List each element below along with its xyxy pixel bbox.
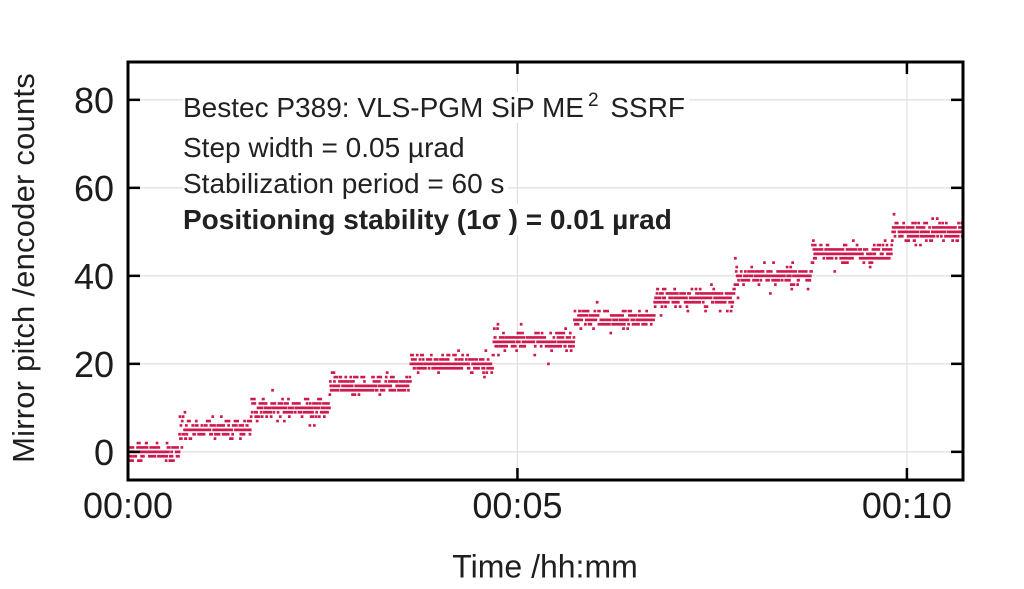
annotation-line-1-superscript: 2 [587,90,603,111]
y-tick-label-0: 0 [94,432,114,473]
annotation-line-3: Stabilization period = 60 s [183,166,689,202]
axis-ticks [126,62,963,480]
annotation-line-2: Step width = 0.05 µrad [183,130,689,166]
annotation-line-4: Positioning stability (1σ ) = 0.01 µrad [183,202,689,238]
y-tick-label-40: 40 [74,256,114,297]
y-tick-label-80: 80 [74,80,114,121]
x-axis-title: Time /hh:mm [452,548,638,585]
x-tick-label-00:05: 00:05 [472,485,562,526]
annotation-line-4-text: Positioning stability (1σ ) = 0.01 µrad [183,204,676,235]
x-tick-label-00:00: 00:00 [83,485,173,526]
tick-labels: 0 20 40 60 80 00:00 00:05 00:10 [74,80,952,526]
annotation-box: Bestec P389: VLS-PGM SiP ME 2 SSRF Step w… [183,90,690,238]
annotation-line-2-text: Step width = 0.05 µrad [183,132,469,163]
y-tick-label-20: 20 [74,344,114,385]
data-points [128,212,963,462]
x-tick-label-00:10: 00:10 [862,485,952,526]
annotation-line-3-text: Stabilization period = 60 s [183,168,509,199]
y-tick-label-60: 60 [74,168,114,209]
y-axis-title: Mirror pitch /encoder counts [6,73,41,463]
annotation-line-1: Bestec P389: VLS-PGM SiP ME 2 SSRF [183,90,690,130]
annotation-line-1-tail: SSRF [602,92,690,123]
annotation-line-1-main: Bestec P389: VLS-PGM SiP ME [183,92,588,123]
plot-frame [126,60,965,482]
